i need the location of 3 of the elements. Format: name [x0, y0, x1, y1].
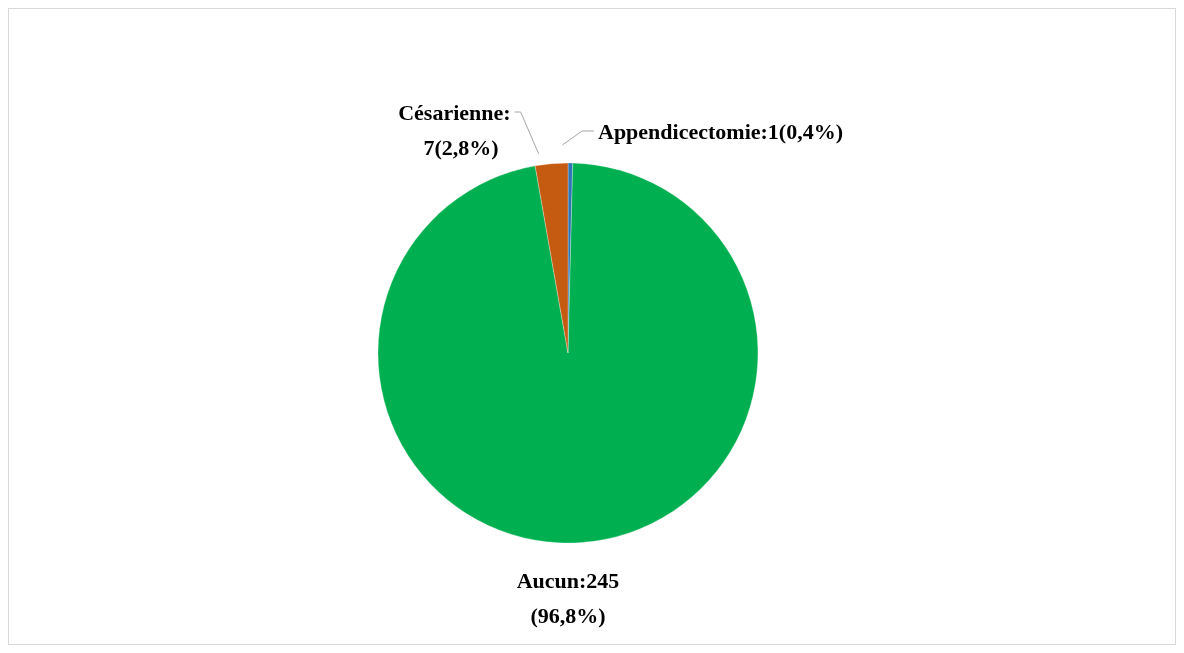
slice-label: Aucun:245 (96,8%) [516, 568, 620, 628]
slice-label: Appendicectomie:1(0,4%) [598, 119, 844, 144]
slice-label: Césarienne: 7(2,8%) [398, 100, 511, 160]
